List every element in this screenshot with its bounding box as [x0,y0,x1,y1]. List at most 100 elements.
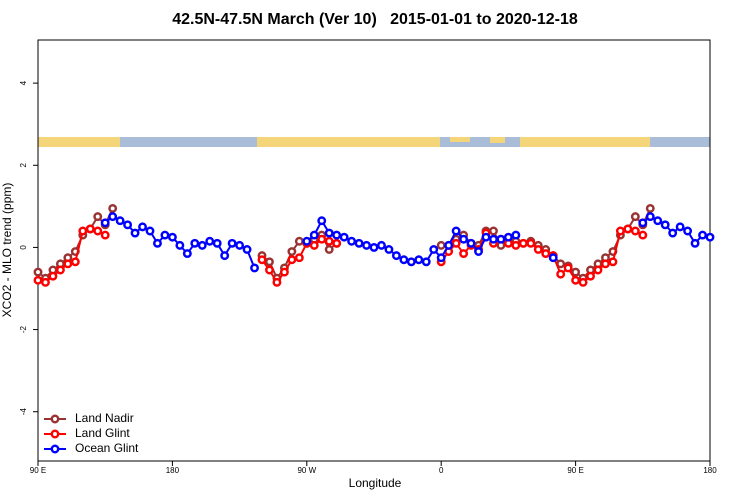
y-tick-label: -2 [19,325,28,333]
point [362,240,371,250]
point [205,236,215,246]
point [451,226,461,236]
point [496,234,506,244]
point [309,240,319,250]
point [41,277,50,287]
point [324,228,334,238]
point [503,232,513,242]
land-ocean-strip [38,137,710,147]
point [197,240,207,250]
point [698,230,707,240]
point [33,275,43,285]
y-tick-label: 0 [19,245,28,250]
chart-title: 42.5N-47.5N March (Ver 10) 2015-01-01 to… [172,11,578,28]
point [466,238,476,248]
legend-label: Ocean Glint [75,441,139,455]
legend-label: Land Nadir [75,411,134,425]
point [160,230,170,240]
point [541,249,551,259]
legend-marker [50,414,60,424]
point [414,255,424,265]
point [93,226,103,236]
point [220,251,230,261]
point [115,216,125,226]
point [317,234,327,244]
point [615,226,625,236]
point [406,257,416,267]
point [481,232,491,242]
point [153,238,162,248]
land-strip [450,137,470,142]
point [459,249,469,259]
point [242,245,252,254]
point [309,230,319,240]
point [48,271,58,281]
point [85,224,95,234]
y-tick-label: 4 [19,80,28,85]
x-tick-label: 90 E [567,466,583,475]
point [294,253,304,263]
point [265,265,274,275]
point [526,238,536,248]
point [683,226,693,236]
point [586,271,595,281]
point [93,212,103,222]
point [63,259,73,269]
point [705,232,715,242]
x-tick-label: 180 [703,466,717,475]
point [235,240,245,250]
point [138,222,147,232]
point [145,226,155,236]
point [593,265,603,275]
point [421,257,431,267]
point [533,245,543,254]
point [250,263,259,273]
point [511,240,521,250]
point [459,234,469,244]
point [317,216,327,226]
point [167,232,177,242]
point [668,228,678,238]
point [690,238,700,248]
point [339,232,349,242]
point [451,238,461,248]
point [630,212,640,222]
point [332,230,342,240]
point [130,228,140,238]
point [391,251,401,261]
point [190,238,200,248]
land-strip [490,137,505,143]
point [444,240,454,250]
point [556,269,566,279]
point [474,247,483,256]
point [563,263,573,273]
point [675,222,685,232]
point [294,236,304,246]
point [332,238,342,248]
point [571,275,581,285]
point [608,257,618,267]
x-tick-label: 90 W [297,466,316,475]
point [399,255,409,265]
point [55,265,65,275]
point [578,277,588,287]
point [384,245,394,254]
point [324,236,334,246]
x-tick-label: 90 E [30,466,46,475]
point [175,240,185,250]
point [182,249,192,259]
x-axis-label: Longitude [349,476,402,490]
land-strip [38,137,120,147]
point [212,238,222,248]
x-tick-label: 180 [166,466,180,475]
point [489,234,498,244]
point [272,277,282,287]
point [571,267,581,277]
point [436,253,446,263]
point [100,218,110,228]
legend-marker [50,429,60,439]
point [369,242,379,252]
point [638,230,648,240]
point [601,259,610,269]
